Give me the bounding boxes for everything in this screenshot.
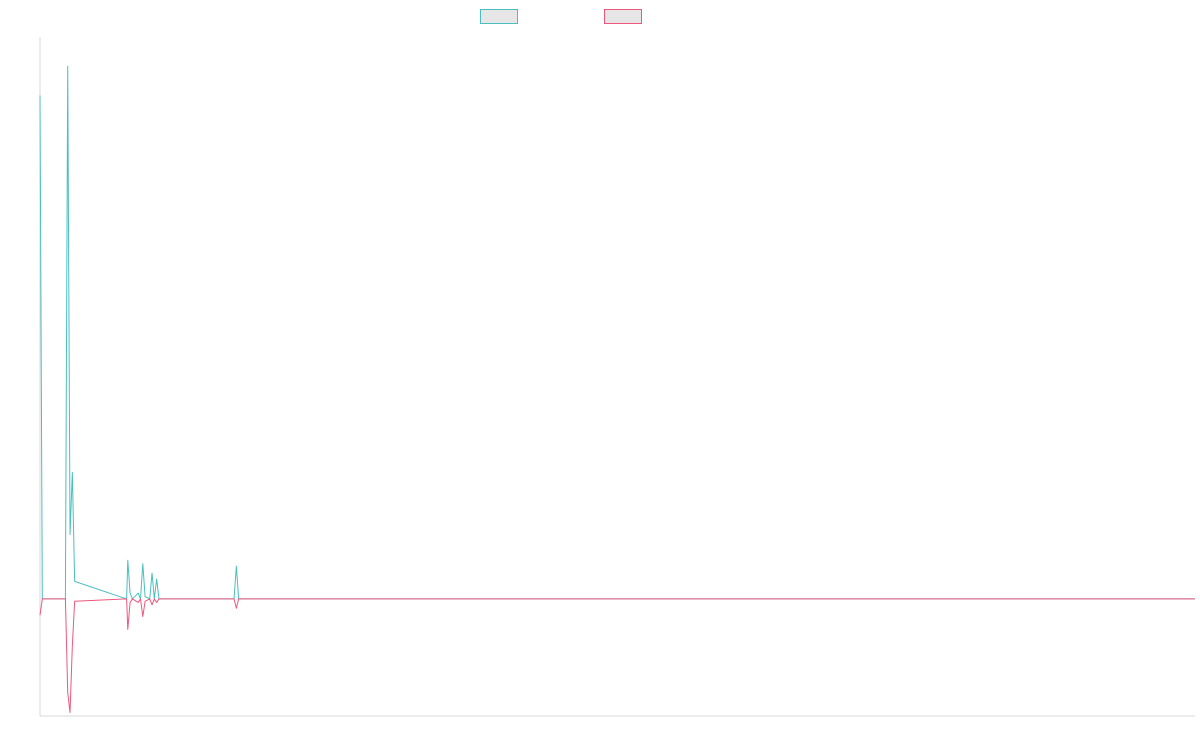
series-line-b[interactable] [39,598,1195,713]
legend [0,9,1200,27]
legend-item-series-a[interactable] [480,9,524,24]
legend-item-series-b[interactable] [604,9,648,24]
series-line-a[interactable] [39,65,1195,600]
legend-swatch-series-b [604,9,642,24]
legend-swatch-series-a [480,9,518,24]
